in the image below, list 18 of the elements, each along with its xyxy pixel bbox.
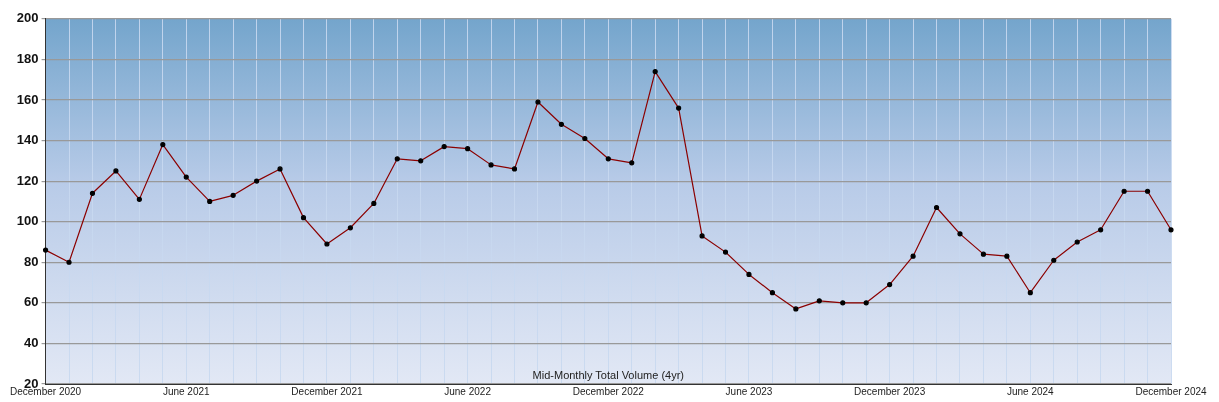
x-tick-label: December 2021 [291, 385, 363, 397]
y-tick-label: 60 [24, 294, 39, 310]
x-axis-title: Mid-Monthly Total Volume (4yr) [532, 368, 684, 381]
x-tick-label: June 2022 [444, 385, 492, 397]
y-tick-label: 80 [24, 253, 39, 269]
y-tick-label: 100 [16, 213, 39, 229]
x-tick-label: June 2024 [1006, 385, 1055, 397]
y-tick-label: 180 [16, 50, 39, 66]
x-tick-label: December 2024 [1135, 385, 1208, 397]
x-tick-label: December 2022 [572, 385, 645, 397]
y-tick-label: 140 [16, 132, 39, 148]
x-tick-label: June 2023 [725, 385, 773, 397]
y-tick-label: 120 [16, 172, 39, 188]
y-tick-label: 40 [24, 335, 39, 350]
y-tick-label: 160 [16, 91, 39, 107]
x-tick-label: June 2021 [162, 385, 211, 397]
y-tick-label: 200 [16, 10, 39, 26]
x-tick-label: December 2023 [854, 385, 926, 397]
